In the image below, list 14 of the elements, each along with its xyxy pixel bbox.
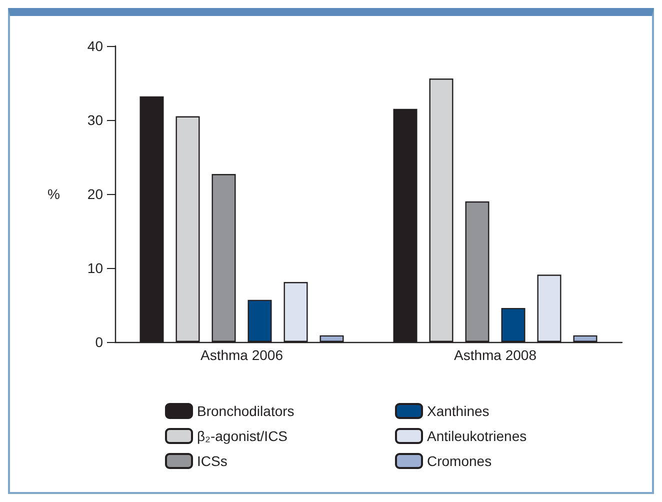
legend-label: β₂-agonist/ICS [197, 428, 288, 444]
legend-label: Antileukotrienes [427, 428, 527, 444]
y-tick-label: 30 [87, 112, 104, 128]
y-tick-label: 0 [95, 334, 104, 350]
legend-label: Cromones [427, 453, 492, 469]
y-tick-label: 40 [87, 38, 104, 54]
legend-label: Bronchodilators [197, 403, 294, 419]
x-tick-label: Asthma 2008 [454, 347, 537, 363]
legend-label: Xanthines [427, 403, 490, 419]
x-tick-label: Asthma 2006 [200, 347, 284, 363]
y-tick-label: 10 [87, 260, 104, 276]
y-tick-label: 20 [87, 186, 104, 202]
legend-label: ICSs [197, 453, 228, 469]
y-axis-title: % [48, 186, 60, 202]
